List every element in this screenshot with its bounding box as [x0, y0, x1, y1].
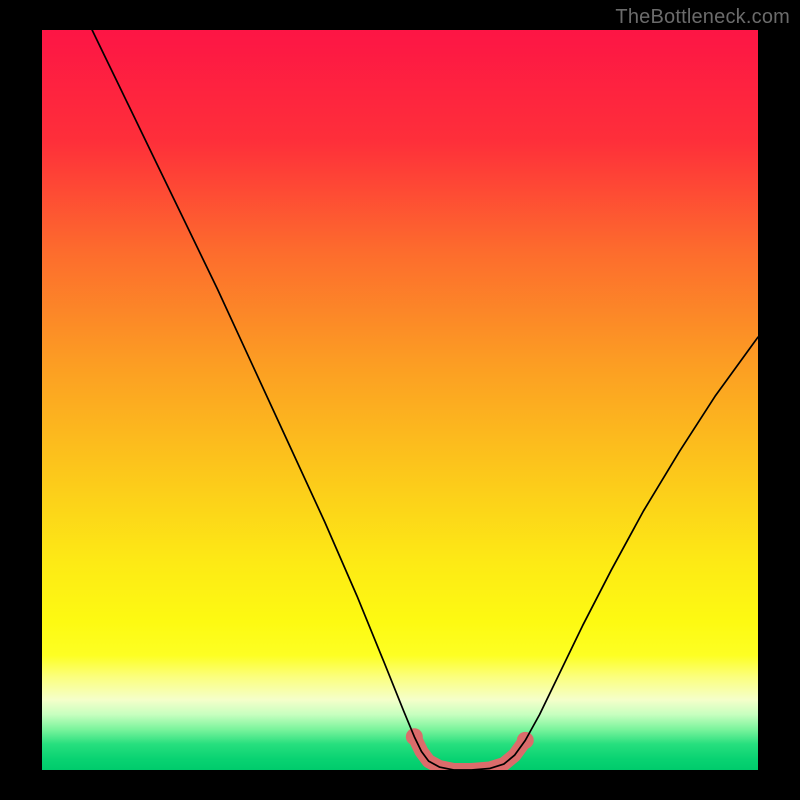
- chart-stage: TheBottleneck.com: [0, 0, 800, 800]
- watermark-label: TheBottleneck.com: [615, 6, 790, 29]
- plot-background: [42, 30, 758, 770]
- bottleneck-curve-chart: [0, 0, 800, 800]
